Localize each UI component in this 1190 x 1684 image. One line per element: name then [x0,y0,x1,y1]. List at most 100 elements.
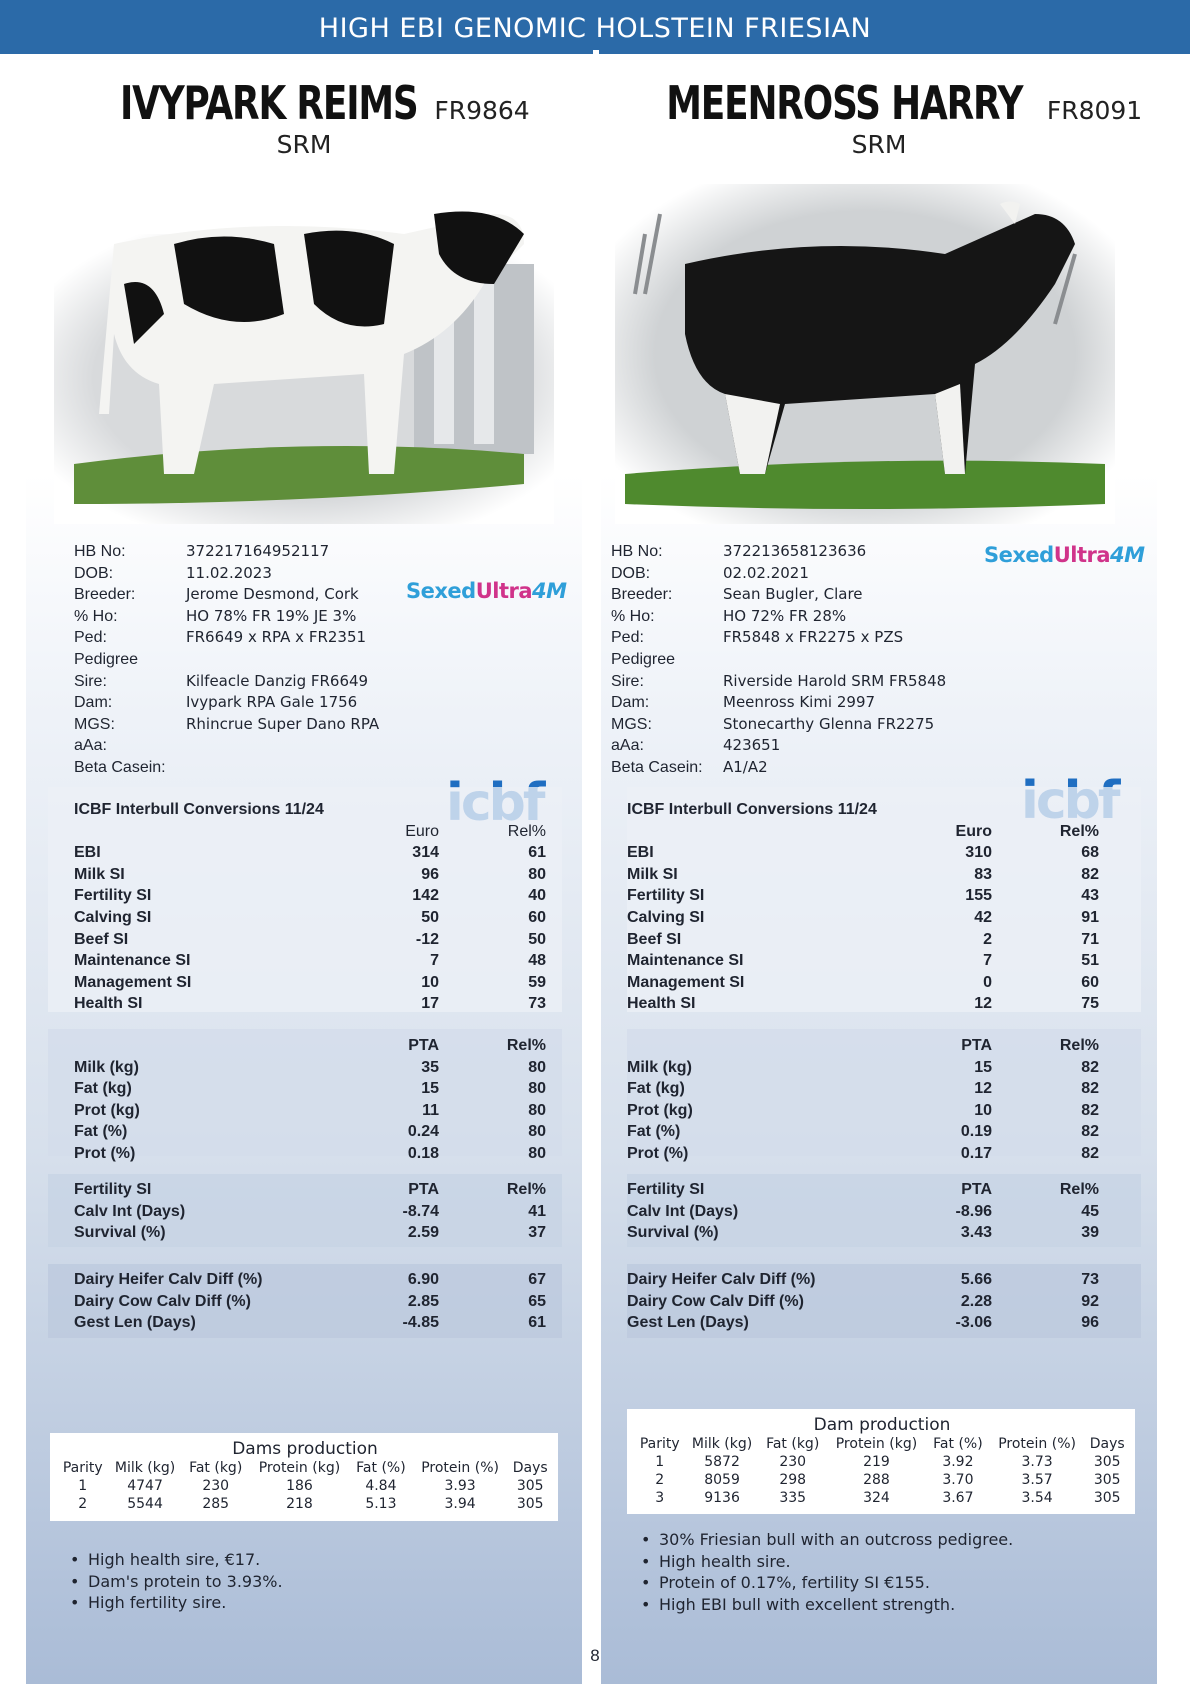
table-row: Prot (kg) 10 82 [627,1101,1099,1119]
bull-code: FR8091 [1046,96,1143,125]
bull-type: SRM [276,130,332,159]
info-key: MGS: [611,715,652,733]
info-value: 423651 [723,736,781,755]
table-row: Survival (%) 2.59 37 [74,1224,546,1242]
info-row: Beta Casein: A1/A2 [611,757,946,779]
table-row: Prot (kg) 11 80 [74,1101,546,1119]
info-row: Ped: FR6649 x RPA x FR2351 [74,627,379,649]
dams-row: 3 9136 335 324 3.67 3.54 305 [655,1490,1121,1506]
highlight-item: High health sire. [639,1551,1013,1573]
fertility-table: Fertility SI PTA Rel% Calv Int (Days) -8.74… [48,1174,562,1247]
table-header: PTA Rel% [961,1037,1099,1054]
dams-title: Dams production [232,1439,378,1459]
info-row: aAa: 423651 [611,735,946,757]
info-value: FR5848 x FR2275 x PZS [723,628,904,647]
info-row: MGS: Stonecarthy Glenna FR2275 [611,714,946,736]
bull-info: HB No: 372217164952117 DOB: 11.02.2023 Bre… [74,541,379,779]
table-row: Beef SI -12 50 [74,930,546,948]
production-table: PTA Rel% Milk (kg) 35 80 Fat (kg) 15 80 Prot … [48,1029,562,1162]
info-key: Beta Casein: [74,758,166,776]
info-row: Pedigree [74,649,379,671]
info-row: Sire: Kilfeacle Danzig FR6649 [74,671,379,693]
info-row: HB No: 372217164952117 [74,541,379,563]
bull-heading: IVYPARK REIMS FR9864 [26,76,582,130]
bull-name: MEENROSS HARRY [666,76,1023,130]
info-row: Pedigree [611,649,946,671]
info-key: Pedigree [74,650,139,668]
table-row: Milk SI 83 82 [627,865,1099,883]
info-row: Dam: Meenross Kimi 2997 [611,692,946,714]
dams-production-table: Dam production Parity Milk (kg) Fat (kg) Pr… [627,1409,1135,1514]
info-row: % Ho: HO 78% FR 19% JE 3% [74,606,379,628]
info-row: % Ho: HO 72% FR 28% [611,606,946,628]
info-key: aAa: [74,737,107,755]
table-row: Dairy Cow Calv Diff (%) 2.28 92 [627,1292,1099,1310]
info-key: DOB: [74,564,114,582]
table-row: Health SI 17 73 [74,995,546,1013]
info-row: MGS: Rhincrue Super Dano RPA [74,714,379,736]
table-row: Dairy Heifer Calv Diff (%) 5.66 73 [627,1271,1099,1288]
table-row: Calving SI 42 91 [627,908,1099,926]
table-row: Fertility SI 155 43 [627,887,1099,905]
table-header: Euro Rel% [405,822,546,840]
info-key: Ped: [611,629,644,647]
dams-row: 1 4747 230 186 4.84 3.93 305 [78,1478,544,1494]
info-value: 372213658123636 [723,542,867,560]
highlight-item: Protein of 0.17%, fertility SI €155. [639,1572,1013,1594]
info-row: HB No: 372213658123636 [611,541,946,563]
table-row: Dairy Heifer Calv Diff (%) 6.90 67 [74,1271,546,1288]
highlights-list: High health sire, €17. Dam's protein to … [68,1549,283,1614]
table-row: Milk (kg) 15 82 [627,1058,1099,1076]
highlight-item: Dam's protein to 3.93%. [68,1571,283,1593]
info-value: A1/A2 [723,757,768,776]
bull-photo [54,211,554,524]
info-value: Sean Bugler, Clare [723,585,863,604]
highlight-item: High EBI bull with excellent strength. [639,1594,1013,1616]
table-header: Fertility SI PTA Rel% [627,1181,1099,1198]
info-value: 11.02.2023 [186,563,272,582]
info-row: Breeder: Sean Bugler, Clare [611,584,946,606]
table-row: Health SI 12 75 [627,995,1099,1013]
sexed-ultra-logo: SexedUltra4M [984,543,1145,567]
conversions-title: ICBF Interbull Conversions 11/24 [74,801,324,818]
page-number: 8 [590,1646,600,1665]
info-row: DOB: 11.02.2023 [74,563,379,585]
table-row: Management SI 10 59 [74,973,546,991]
dams-grid: Parity Milk (kg) Fat (kg) Protein (kg) Fat (… [58,1459,552,1513]
table-row: Gest Len (Days) -4.85 61 [74,1314,546,1332]
highlight-item: 30% Friesian bull with an outcross pedig… [639,1529,1013,1551]
info-key: Sire: [74,672,107,690]
fertility-table: Fertility SI PTA Rel% Calv Int (Days) -8.96… [627,1174,1141,1247]
conversions-table: ICBF Interbull Conversions 11/24 Euro Rel… [48,787,562,1012]
table-row: Beef SI 2 71 [627,930,1099,948]
info-value: 372217164952117 [186,542,330,560]
info-row: Dam: Ivypark RPA Gale 1756 [74,692,379,714]
table-row: Gest Len (Days) -3.06 96 [627,1314,1099,1332]
dams-header: Parity Milk (kg) Fat (kg) Protein (kg) Fat (… [639,1436,1125,1452]
info-key: MGS: [74,715,115,733]
info-value: Riverside Harold SRM FR5848 [723,671,947,690]
info-value: Rhincrue Super Dano RPA [186,714,380,733]
table-row: Fat (kg) 15 80 [74,1080,546,1098]
info-value: Meenross Kimi 2997 [723,693,876,712]
table-row: Fat (%) 0.19 82 [627,1123,1099,1141]
dams-header: Parity Milk (kg) Fat (kg) Protein (kg) Fat (… [62,1460,548,1476]
info-key: Breeder: [611,586,673,604]
table-row: Calv Int (Days) -8.96 45 [627,1202,1099,1220]
highlight-item: High fertility sire. [68,1592,283,1614]
table-row: Milk SI 96 80 [74,865,546,883]
banner-tick [593,50,599,56]
info-key: Pedigree [611,650,676,668]
table-row: EBI 310 68 [627,844,1099,862]
info-key: Breeder: [74,586,136,604]
info-key: Dam: [611,694,650,712]
dams-production-table: Dams production Parity Milk (kg) Fat (kg) P… [50,1433,558,1521]
bull-type: SRM [851,130,907,159]
info-row: aAa: [74,735,379,757]
table-header: Euro Rel% [955,822,1099,840]
table-row: Fat (kg) 12 82 [627,1080,1099,1098]
info-row: Beta Casein: [74,757,379,779]
table-row: Management SI 0 60 [627,973,1099,991]
highlights-list: 30% Friesian bull with an outcross pedig… [639,1529,1013,1616]
dams-grid: Parity Milk (kg) Fat (kg) Protein (kg) Fat (… [635,1435,1129,1507]
